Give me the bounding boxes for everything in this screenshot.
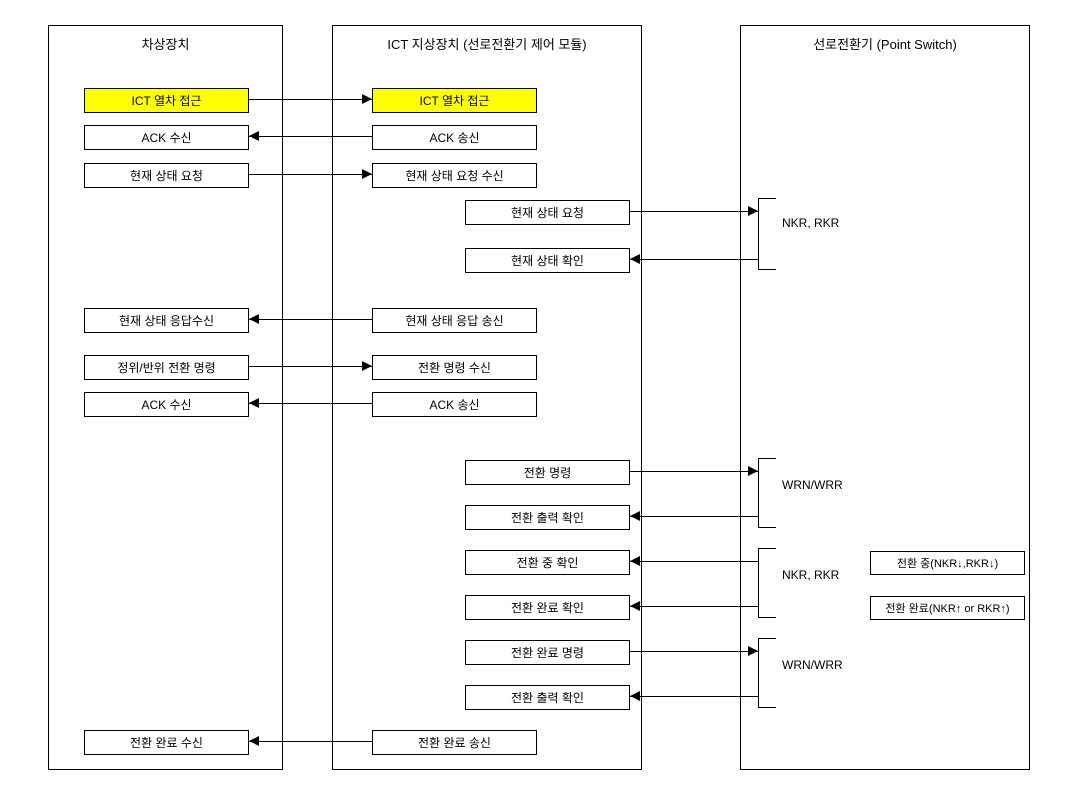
arrow-line-a1	[249, 99, 372, 100]
arrow-right-icon	[748, 466, 758, 476]
box-l5: 정위/반위 전환 명령	[84, 355, 249, 380]
small-box-s1: 전환 중(NKR↓,RKR↓)	[870, 551, 1025, 575]
arrow-line-a5	[630, 259, 758, 260]
arrow-line-a3	[249, 174, 372, 175]
arrow-line-a4	[630, 211, 758, 212]
lane-right-title: 선로전환기 (Point Switch)	[741, 26, 1029, 61]
arrow-line-a9	[630, 471, 758, 472]
bracket-label-b1: NKR, RKR	[782, 216, 839, 230]
box-l1: ICT 열차 접근	[84, 88, 249, 113]
box-c15: 전환 완료 송신	[372, 730, 537, 755]
arrow-line-a14	[630, 696, 758, 697]
arrow-left-icon	[630, 254, 640, 264]
arrow-line-a2	[249, 136, 372, 137]
box-c10: 전환 출력 확인	[465, 505, 630, 530]
arrow-line-a11	[630, 561, 758, 562]
arrow-left-icon	[630, 511, 640, 521]
arrow-line-a8	[249, 403, 372, 404]
box-c13: 전환 완료 명령	[465, 640, 630, 665]
arrow-right-icon	[362, 361, 372, 371]
lane-left-title: 차상장치	[49, 26, 282, 61]
box-l2: ACK 수신	[84, 125, 249, 150]
bracket-b4	[758, 638, 776, 708]
bracket-label-b3: NKR, RKR	[782, 568, 839, 582]
box-c5: 현재 상태 확인	[465, 248, 630, 273]
bracket-b3	[758, 548, 776, 618]
box-c11: 전환 중 확인	[465, 550, 630, 575]
arrow-line-a12	[630, 606, 758, 607]
arrow-left-icon	[630, 601, 640, 611]
arrow-line-a10	[630, 516, 758, 517]
bracket-b2	[758, 458, 776, 528]
bracket-label-b2: WRN/WRR	[782, 478, 843, 492]
box-l3: 현재 상태 요청	[84, 163, 249, 188]
box-c4: 현재 상태 요청	[465, 200, 630, 225]
arrow-right-icon	[362, 169, 372, 179]
box-l4: 현재 상태 응답수신	[84, 308, 249, 333]
arrow-line-a7	[249, 366, 372, 367]
box-c1: ICT 열차 접근	[372, 88, 537, 113]
box-c7: 전환 명령 수신	[372, 355, 537, 380]
box-l6: ACK 수신	[84, 392, 249, 417]
bracket-b1	[758, 198, 776, 270]
arrow-left-icon	[630, 556, 640, 566]
box-c9: 전환 명령	[465, 460, 630, 485]
arrow-left-icon	[249, 314, 259, 324]
box-c6: 현재 상태 응답 송신	[372, 308, 537, 333]
small-box-s2: 전환 완료(NKR↑ or RKR↑)	[870, 596, 1025, 620]
bracket-label-b4: WRN/WRR	[782, 658, 843, 672]
arrow-left-icon	[249, 131, 259, 141]
arrow-right-icon	[362, 94, 372, 104]
box-c2: ACK 송신	[372, 125, 537, 150]
arrow-line-a13	[630, 651, 758, 652]
arrow-right-icon	[748, 646, 758, 656]
box-c8: ACK 송신	[372, 392, 537, 417]
arrow-left-icon	[249, 736, 259, 746]
box-c3: 현재 상태 요청 수신	[372, 163, 537, 188]
box-l7: 전환 완료 수신	[84, 730, 249, 755]
arrow-line-a6	[249, 319, 372, 320]
arrow-right-icon	[748, 206, 758, 216]
box-c14: 전환 출력 확인	[465, 685, 630, 710]
arrow-left-icon	[249, 398, 259, 408]
box-c12: 전환 완료 확인	[465, 595, 630, 620]
lane-center-title: ICT 지상장치 (선로전환기 제어 모듈)	[333, 26, 641, 61]
arrow-left-icon	[630, 691, 640, 701]
arrow-line-a15	[249, 741, 372, 742]
